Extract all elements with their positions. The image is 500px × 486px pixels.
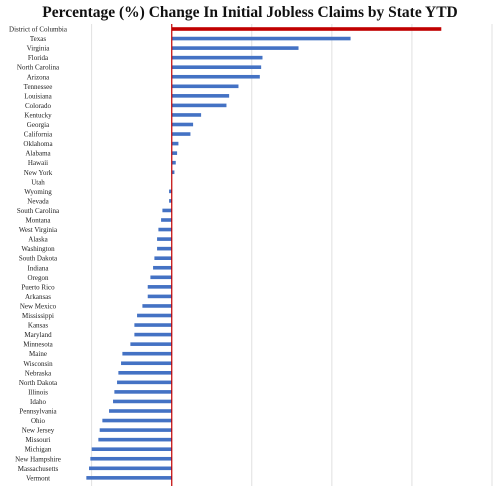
bar-new-jersey	[99, 428, 172, 432]
category-label: Colorado	[25, 102, 52, 110]
bar-alabama	[171, 151, 178, 155]
category-label: Nevada	[27, 197, 49, 205]
bar-south-carolina	[162, 208, 172, 213]
category-label: Nebraska	[25, 369, 52, 377]
bar-oklahoma	[171, 141, 179, 146]
bar-florida	[171, 55, 263, 60]
category-label: Kansas	[28, 322, 48, 330]
category-label: Tennessee	[24, 83, 53, 91]
category-label: Maryland	[24, 331, 52, 339]
bar-tennessee	[171, 84, 239, 89]
category-label: Alabama	[25, 150, 51, 158]
bar-puerto-rico	[147, 285, 172, 289]
category-label: Arkansas	[25, 293, 51, 301]
category-label: Texas	[30, 35, 47, 43]
category-label: Montana	[26, 217, 52, 225]
category-label: New Jersey	[22, 427, 55, 435]
bar-illinois	[114, 390, 172, 394]
bar-alaska	[157, 237, 172, 241]
bar-north-carolina	[171, 65, 262, 69]
category-label: West Virginia	[19, 226, 58, 234]
bar-missouri	[98, 437, 172, 442]
category-label: Hawaii	[28, 159, 48, 167]
category-label: New Hampshire	[15, 455, 61, 463]
bar-idaho	[113, 399, 172, 404]
category-label: Louisiana	[24, 92, 52, 100]
bar-massachusetts	[89, 466, 172, 471]
category-label: Oklahoma	[23, 140, 53, 148]
category-label: Utah	[31, 178, 45, 186]
category-label: South Dakota	[19, 255, 58, 263]
bar-maryland	[134, 332, 172, 337]
category-label: Washington	[21, 245, 55, 253]
category-label: Mississippi	[22, 312, 54, 320]
bar-louisiana	[171, 94, 230, 98]
bar-texas	[171, 36, 351, 41]
bar-new-york	[171, 170, 175, 175]
category-label: Alaska	[28, 236, 48, 244]
category-label: Wyoming	[24, 188, 52, 196]
bar-minnesota	[130, 342, 172, 346]
bar-montana	[161, 218, 172, 222]
bar-georgia	[171, 122, 194, 127]
bar-new-mexico	[142, 304, 172, 308]
category-label: California	[24, 131, 53, 139]
bar-indiana	[153, 265, 172, 270]
bar-nevada	[169, 199, 172, 203]
category-label: Indiana	[28, 264, 50, 272]
bar-arizona	[171, 74, 260, 79]
category-label: Vermont	[26, 474, 50, 482]
category-label: Georgia	[27, 121, 50, 129]
bar-colorado	[171, 103, 227, 108]
bar-washington	[157, 246, 172, 251]
category-label: Idaho	[30, 398, 46, 406]
category-label: Ohio	[31, 417, 46, 425]
bar-west-virginia	[158, 227, 172, 232]
category-label: New Mexico	[20, 302, 57, 310]
bar-wyoming	[169, 189, 172, 194]
chart-title: Percentage (%) Change In Initial Jobless…	[42, 4, 458, 21]
category-label: North Carolina	[17, 64, 60, 72]
bar-wisconsin	[121, 361, 172, 366]
bar-vermont	[86, 476, 172, 480]
category-label: Missouri	[26, 436, 51, 444]
category-label: Michigan	[25, 446, 52, 454]
category-label: Oregon	[28, 274, 49, 282]
bar-new-hampshire	[90, 456, 172, 461]
bar-kansas	[134, 323, 172, 327]
category-label: Maine	[29, 350, 47, 358]
bar-ohio	[102, 418, 172, 423]
bar-district-of-columbia	[171, 27, 442, 31]
bar-hawaii	[171, 160, 176, 165]
category-label: Puerto Rico	[21, 283, 55, 291]
category-label: New York	[24, 169, 53, 177]
category-label: Minnesota	[23, 341, 53, 349]
bar-nebraska	[118, 371, 172, 375]
category-label: Virginia	[27, 45, 51, 53]
bar-north-dakota	[117, 380, 172, 385]
category-label: Kentucky	[24, 111, 52, 119]
bar-michigan	[91, 447, 172, 451]
category-label: District of Columbia	[9, 26, 68, 34]
category-label: Illinois	[28, 388, 48, 396]
category-label: Wisconsin	[23, 360, 53, 368]
bar-pennsylvania	[109, 409, 172, 413]
bar-arkansas	[147, 294, 172, 299]
bar-kentucky	[171, 113, 202, 117]
category-label: Arizona	[27, 73, 50, 81]
bar-maine	[122, 351, 172, 356]
category-label: Massachusetts	[18, 465, 59, 473]
category-label: Florida	[28, 54, 49, 62]
bar-virginia	[171, 46, 299, 50]
category-label: North Dakota	[19, 379, 58, 387]
category-label: South Carolina	[17, 207, 60, 215]
category-label: Pennsylvania	[19, 408, 57, 416]
bar-south-dakota	[154, 256, 172, 260]
bar-california	[171, 132, 191, 136]
bar-oregon	[150, 275, 172, 280]
bar-mississippi	[137, 313, 172, 318]
